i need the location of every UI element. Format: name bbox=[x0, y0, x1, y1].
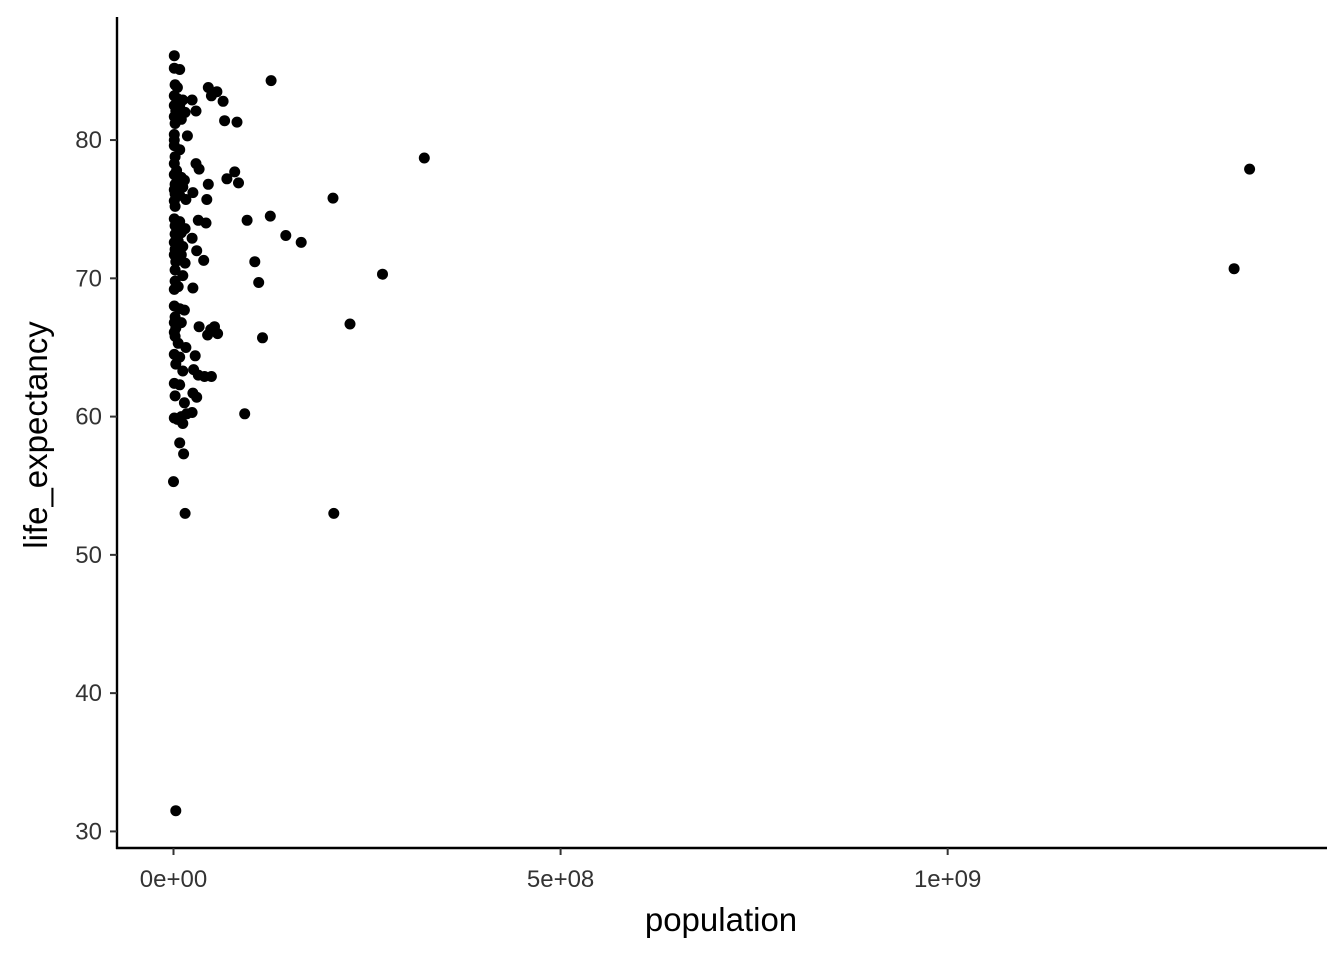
data-point bbox=[205, 371, 217, 382]
data-point bbox=[169, 390, 181, 402]
data-point bbox=[217, 95, 229, 107]
data-point bbox=[177, 365, 189, 377]
data-point bbox=[177, 270, 189, 282]
y-tick-label: 80 bbox=[75, 127, 102, 154]
data-point bbox=[231, 116, 243, 128]
y-tick-label: 30 bbox=[75, 818, 102, 845]
data-point bbox=[191, 245, 203, 257]
x-axis-ticks: 0e+00 5e+08 1e+09 bbox=[140, 848, 981, 893]
data-point bbox=[174, 64, 186, 75]
data-point bbox=[174, 437, 186, 449]
data-point bbox=[178, 448, 190, 460]
y-tick-label: 70 bbox=[75, 265, 102, 292]
data-point bbox=[209, 321, 220, 333]
y-axis-ticks: 30 40 50 60 70 80 bbox=[75, 127, 117, 845]
y-tick-label: 60 bbox=[75, 404, 102, 431]
data-point bbox=[190, 105, 202, 117]
data-point bbox=[202, 178, 214, 190]
data-point bbox=[179, 507, 191, 519]
data-point bbox=[193, 163, 205, 175]
data-point bbox=[241, 214, 253, 226]
data-point bbox=[233, 177, 244, 189]
data-point bbox=[186, 232, 198, 244]
data-point bbox=[265, 75, 277, 87]
data-point bbox=[280, 230, 292, 241]
data-point bbox=[181, 130, 193, 142]
data-point bbox=[187, 187, 199, 199]
data-point bbox=[169, 264, 181, 276]
data-point bbox=[257, 332, 268, 344]
x-tick-label: 0e+00 bbox=[140, 866, 207, 893]
data-point bbox=[211, 86, 223, 98]
data-point bbox=[168, 50, 180, 62]
data-point bbox=[327, 192, 339, 204]
data-point bbox=[168, 476, 179, 488]
data-point bbox=[221, 173, 233, 185]
data-point bbox=[169, 200, 181, 212]
data-point bbox=[172, 281, 184, 293]
data-point bbox=[202, 82, 214, 93]
data-point bbox=[187, 282, 199, 294]
data-point bbox=[229, 166, 241, 178]
data-point bbox=[170, 805, 182, 817]
x-tick-label: 5e+08 bbox=[527, 866, 594, 893]
data-point bbox=[219, 115, 231, 127]
data-point bbox=[1228, 263, 1240, 275]
data-point bbox=[191, 391, 203, 403]
data-point bbox=[186, 407, 198, 418]
data-point bbox=[180, 194, 192, 205]
data-point bbox=[193, 321, 205, 333]
data-points bbox=[168, 50, 1256, 817]
data-point bbox=[175, 227, 187, 239]
data-point bbox=[377, 268, 388, 280]
data-point bbox=[170, 256, 182, 268]
data-point bbox=[170, 358, 182, 370]
data-point bbox=[344, 318, 356, 330]
data-point bbox=[174, 379, 186, 391]
y-axis-title: life_expectancy bbox=[17, 321, 54, 549]
data-point bbox=[179, 257, 191, 269]
data-point bbox=[295, 236, 307, 248]
data-point bbox=[198, 254, 210, 266]
x-axis-title: population bbox=[645, 901, 797, 938]
data-point bbox=[249, 256, 261, 268]
data-point bbox=[177, 418, 189, 429]
x-tick-label: 1e+09 bbox=[914, 866, 981, 893]
data-point bbox=[186, 94, 198, 106]
data-point bbox=[253, 277, 265, 288]
data-point bbox=[171, 82, 183, 93]
data-point bbox=[177, 181, 189, 193]
data-point bbox=[418, 152, 430, 164]
data-point bbox=[328, 507, 340, 519]
data-point bbox=[180, 342, 192, 353]
data-point bbox=[178, 304, 190, 316]
data-point bbox=[264, 210, 276, 222]
data-point bbox=[189, 350, 201, 362]
data-point bbox=[201, 194, 213, 205]
data-point bbox=[178, 397, 190, 409]
data-point bbox=[200, 217, 212, 229]
y-tick-label: 50 bbox=[75, 542, 102, 569]
data-point bbox=[239, 408, 251, 420]
data-point bbox=[169, 118, 181, 129]
data-point bbox=[1244, 163, 1256, 175]
data-point bbox=[202, 329, 214, 341]
y-tick-label: 40 bbox=[75, 680, 102, 707]
